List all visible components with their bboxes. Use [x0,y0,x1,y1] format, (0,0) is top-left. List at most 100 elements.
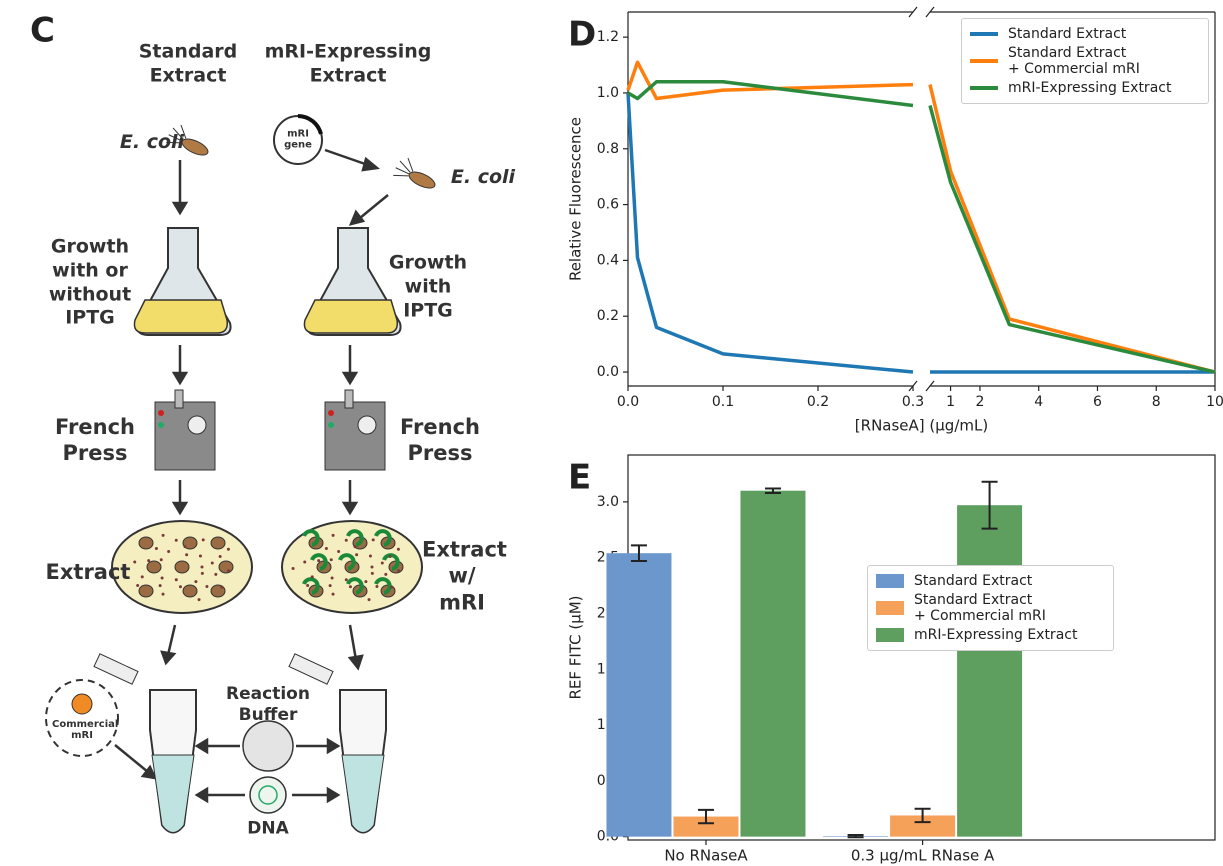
legend-swatch [876,627,904,642]
tube-right-part [341,754,385,833]
legend-item: Standard Extract + Commercial mRI [970,45,1200,77]
speck [317,559,321,563]
arrows-part [326,786,341,804]
bacteria-right-part [393,157,414,177]
speck [353,545,357,549]
legend-swatch [876,600,904,615]
dna-label: DNA [247,818,289,839]
speck [218,554,222,558]
particle [182,536,198,550]
mri-protein [374,577,392,595]
speck [328,584,332,588]
bacteria-left-part [166,124,187,144]
bacteria-left [166,124,209,156]
series-line [928,84,1216,374]
speck [330,576,334,580]
buffer-dna-part [258,785,278,805]
speck [136,583,140,587]
particle [138,536,154,550]
tube-left-part [151,754,195,833]
speck [370,571,374,575]
tube-right-part [288,653,334,685]
press-right-part [324,401,386,471]
legend-label: Standard Extract [1008,26,1127,42]
legend: Standard Extract Standard Extract + Comme… [867,564,1114,651]
extract-label: Extract w/ mRI [422,537,507,615]
press-right [324,389,386,471]
bacteria-left-part [181,138,209,156]
speck [331,592,335,596]
y-axis-label: REF FITC (μM) [567,595,585,699]
flask-left-part [133,299,229,334]
column-title: mRI-Expressing Extract [264,40,432,86]
speck [344,578,348,582]
legend-label: mRI-Expressing Extract [914,626,1078,643]
legend-item: Standard Extract [876,573,1105,589]
bar [740,490,806,837]
growth-label: Growth with or without IPTG [48,235,132,329]
extract-right [281,520,423,614]
buffer-dna [242,720,294,814]
extract-label: Extract [45,559,131,584]
plasmid-label: mRI gene [284,128,312,150]
speck [337,550,341,554]
x-tick-label: 0.1 [712,394,734,410]
particle [174,560,190,574]
series-line [626,92,914,374]
speck [368,554,372,558]
legend-swatch [970,86,998,91]
x-tick-label: 0.2 [807,394,829,410]
panel-label: C [30,11,55,51]
bacteria-right [393,157,436,189]
speck [331,533,335,537]
speck [205,585,209,589]
speck [147,559,151,563]
arrows-part [326,737,341,755]
legend-swatch [970,32,998,37]
speck [390,585,394,589]
legend-item: Standard Extract + Commercial mRI [876,592,1105,624]
speck [303,560,307,564]
mri-protein [302,577,320,595]
speck [158,584,162,588]
arrows-part [348,209,366,226]
speck [380,561,384,565]
y-axis-label: Relative Fluorescence [567,117,585,281]
speck [183,545,187,549]
extract-left [111,520,253,614]
speck [397,569,401,573]
x-tick-label: 4 [1034,394,1043,410]
commercial-mri [45,679,119,757]
flask-right [303,227,402,336]
particle [182,584,198,598]
speck [198,554,202,558]
speck [194,580,198,584]
buffer-dna-part [242,720,294,772]
mri-protein [346,577,364,595]
arrows-part [324,148,369,167]
legend: Standard Extract Standard Extract + Comme… [961,18,1209,105]
speck [154,547,158,551]
speck [159,558,163,562]
speck [324,547,328,551]
arrows-part [166,624,177,656]
series-line [627,80,914,108]
flask-left [133,227,232,336]
speck [140,575,144,579]
bar [957,505,1023,837]
arrows-part [140,764,158,780]
organism: E. coli [119,131,185,154]
speck [227,569,231,573]
press-right-part [328,410,334,416]
press-right-part [357,415,377,435]
speck [178,585,182,589]
tube-right [288,653,387,834]
x-tick-label: 6 [1093,394,1102,410]
speck [370,565,374,569]
speck [291,566,295,570]
y-tick-label: 1.0 [597,85,619,101]
legend-item: Standard Extract [970,26,1200,42]
speck [355,553,359,557]
arrows-part [194,737,209,755]
press-left-part [187,415,207,435]
